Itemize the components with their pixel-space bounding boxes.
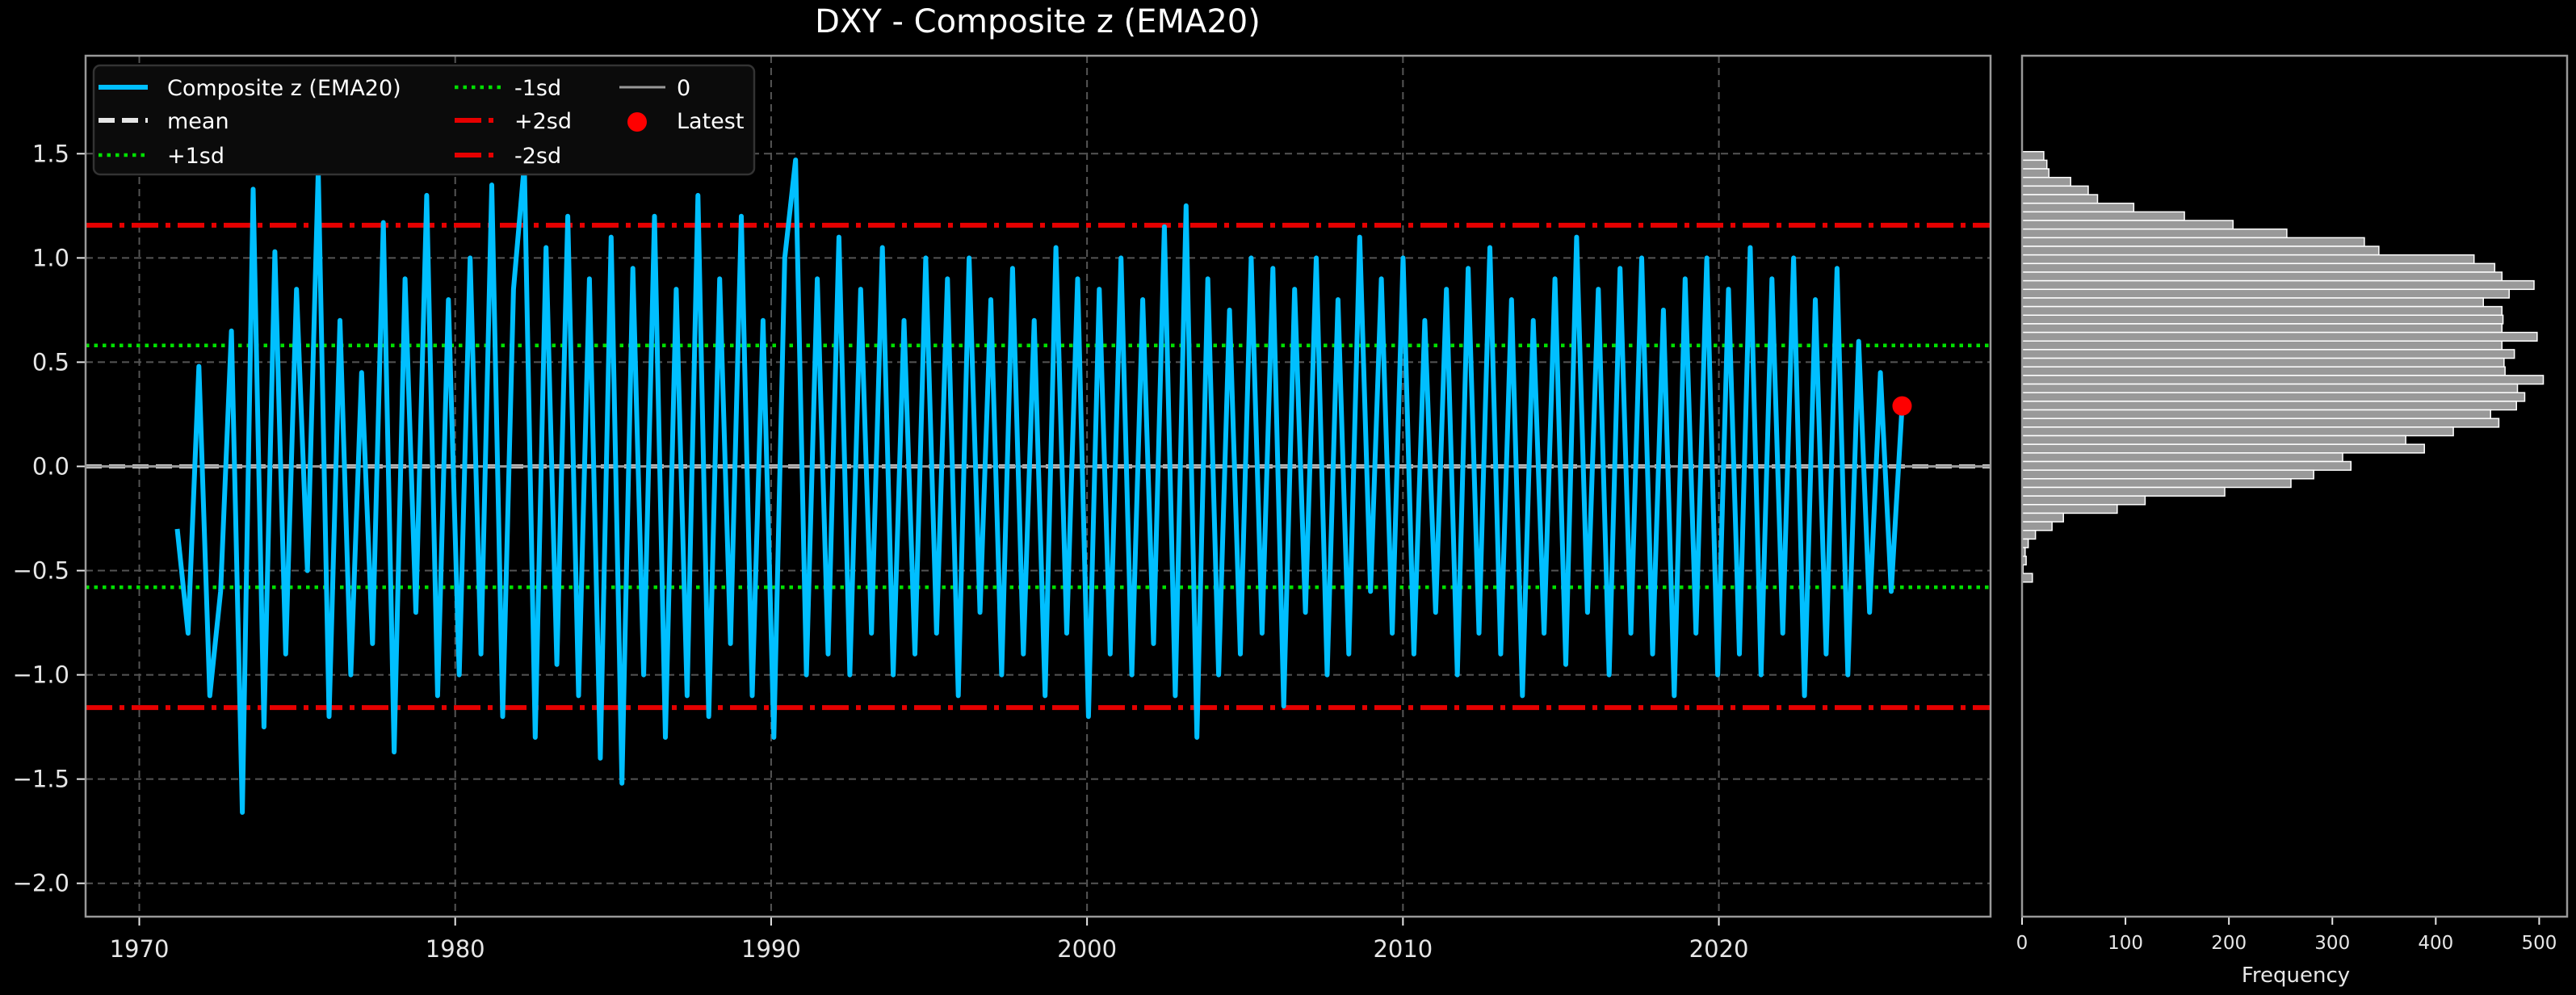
histogram-bar (2021, 375, 2545, 385)
histogram-bar (2021, 357, 2505, 367)
histogram-bar (2021, 521, 2053, 531)
histogram-bar (2021, 254, 2475, 265)
histogram-bar (2021, 331, 2538, 342)
histogram-bar (2021, 512, 2064, 523)
histogram-bar (2021, 220, 2234, 230)
histogram-bar (2021, 185, 2089, 195)
y-tick-label: −1.5 (13, 766, 69, 793)
histogram-bar (2021, 262, 2496, 273)
histogram-bar (2021, 349, 2515, 359)
x-tick-label: 2000 (1057, 935, 1117, 963)
histogram-x-tick-label: 300 (2314, 933, 2350, 954)
histogram-bar (2021, 168, 2050, 178)
histogram-bar (2021, 504, 2118, 514)
legend-label-composite: Composite z (EMA20) (167, 76, 401, 101)
y-tick-label: −1.0 (13, 661, 69, 689)
latest-point (1892, 396, 1912, 416)
histogram-bar (2021, 409, 2491, 419)
histogram-bar (2021, 383, 2519, 393)
histogram-bar (2021, 469, 2314, 480)
histogram-bar (2021, 435, 2406, 445)
y-tick-label: 0.0 (32, 452, 69, 480)
chart-title: DXY - Composite z (EMA20) (815, 3, 1261, 40)
histogram-bar (2021, 443, 2425, 454)
histogram-bar (2021, 288, 2511, 299)
legend: Composite z (EMA20) mean +1sd -1sd +2sd … (92, 64, 756, 176)
x-axis-ticks: 1970 1980 1990 2000 2010 2020 (110, 917, 1749, 963)
main-plot: 1970 1980 1990 2000 2010 2020 −2.0 −1.5 −1.0 −0.… (13, 54, 1992, 963)
y-axis-ticks: −2.0 −1.5 −1.0 −0.5 0.0 0.5 1.0 1.5 (13, 140, 86, 897)
x-tick-label: 2020 (1689, 935, 1749, 963)
x-tick-label: 2010 (1373, 935, 1433, 963)
histogram-bar (2021, 159, 2048, 170)
histogram-bar (2021, 202, 2135, 213)
histogram-bar (2021, 237, 2365, 247)
series-layer (174, 157, 1912, 815)
legend-label-latest: Latest (677, 109, 744, 134)
histogram-bar (2021, 460, 2352, 471)
histogram-bar (2021, 486, 2226, 497)
legend-box (92, 64, 756, 176)
y-tick-label: −0.5 (13, 557, 69, 585)
histogram-bar (2021, 401, 2517, 411)
composite-z-line (174, 157, 1905, 815)
histogram-bar (2021, 271, 2503, 282)
legend-label-plus1sd: +1sd (167, 144, 224, 169)
histogram-x-ticks: 0 100 200 300 400 500 (2016, 917, 2557, 954)
histogram-bar (2021, 452, 2343, 463)
histogram-bar (2021, 194, 2099, 204)
histogram-bar (2021, 530, 2037, 540)
histogram-x-label: Frequency (2242, 964, 2350, 988)
histogram-bar (2021, 211, 2185, 221)
histogram-plot: 0 100 200 300 400 500 Frequency (2016, 54, 2569, 988)
histogram-x-tick-label: 500 (2521, 933, 2557, 954)
histogram-axes-frame (2020, 54, 2569, 918)
x-tick-label: 1970 (110, 935, 170, 963)
legend-label-plus2sd: +2sd (514, 109, 572, 134)
histogram-bar (2021, 228, 2288, 239)
histogram-bar (2021, 495, 2146, 506)
histogram-bar (2021, 246, 2380, 256)
histogram-bar (2021, 297, 2485, 308)
y-tick-label: 1.0 (32, 244, 69, 271)
histogram-bar (2021, 340, 2503, 351)
histogram-x-tick-label: 400 (2418, 933, 2453, 954)
y-tick-label: 1.5 (32, 140, 69, 167)
histogram-bar (2021, 150, 2045, 162)
histogram-bar (2021, 305, 2503, 317)
legend-label-minus2sd: -2sd (514, 144, 561, 169)
y-tick-label: −2.0 (13, 870, 69, 897)
histogram-x-tick-label: 0 (2016, 933, 2028, 954)
histogram-bar (2021, 176, 2071, 187)
y-tick-label: 0.5 (32, 348, 69, 376)
legend-handle-latest (627, 112, 647, 132)
histogram-bar (2021, 314, 2504, 325)
histogram-x-tick-label: 100 (2108, 933, 2143, 954)
histogram-x-tick-label: 200 (2211, 933, 2247, 954)
legend-label-mean: mean (167, 109, 229, 134)
main-axes-frame (84, 54, 1992, 918)
legend-label-zero: 0 (677, 76, 690, 101)
histogram-bar (2021, 366, 2506, 376)
legend-label-minus1sd: -1sd (514, 76, 561, 101)
histogram-bar (2021, 418, 2500, 428)
x-tick-label: 1990 (741, 935, 801, 963)
histogram-bar (2021, 573, 2033, 583)
histogram-bar (2021, 392, 2526, 402)
histogram-bar (2021, 279, 2535, 291)
histogram-bar (2021, 478, 2292, 489)
histogram-bar (2021, 426, 2454, 437)
histogram-bar (2021, 323, 2503, 334)
x-tick-label: 1980 (426, 935, 485, 963)
